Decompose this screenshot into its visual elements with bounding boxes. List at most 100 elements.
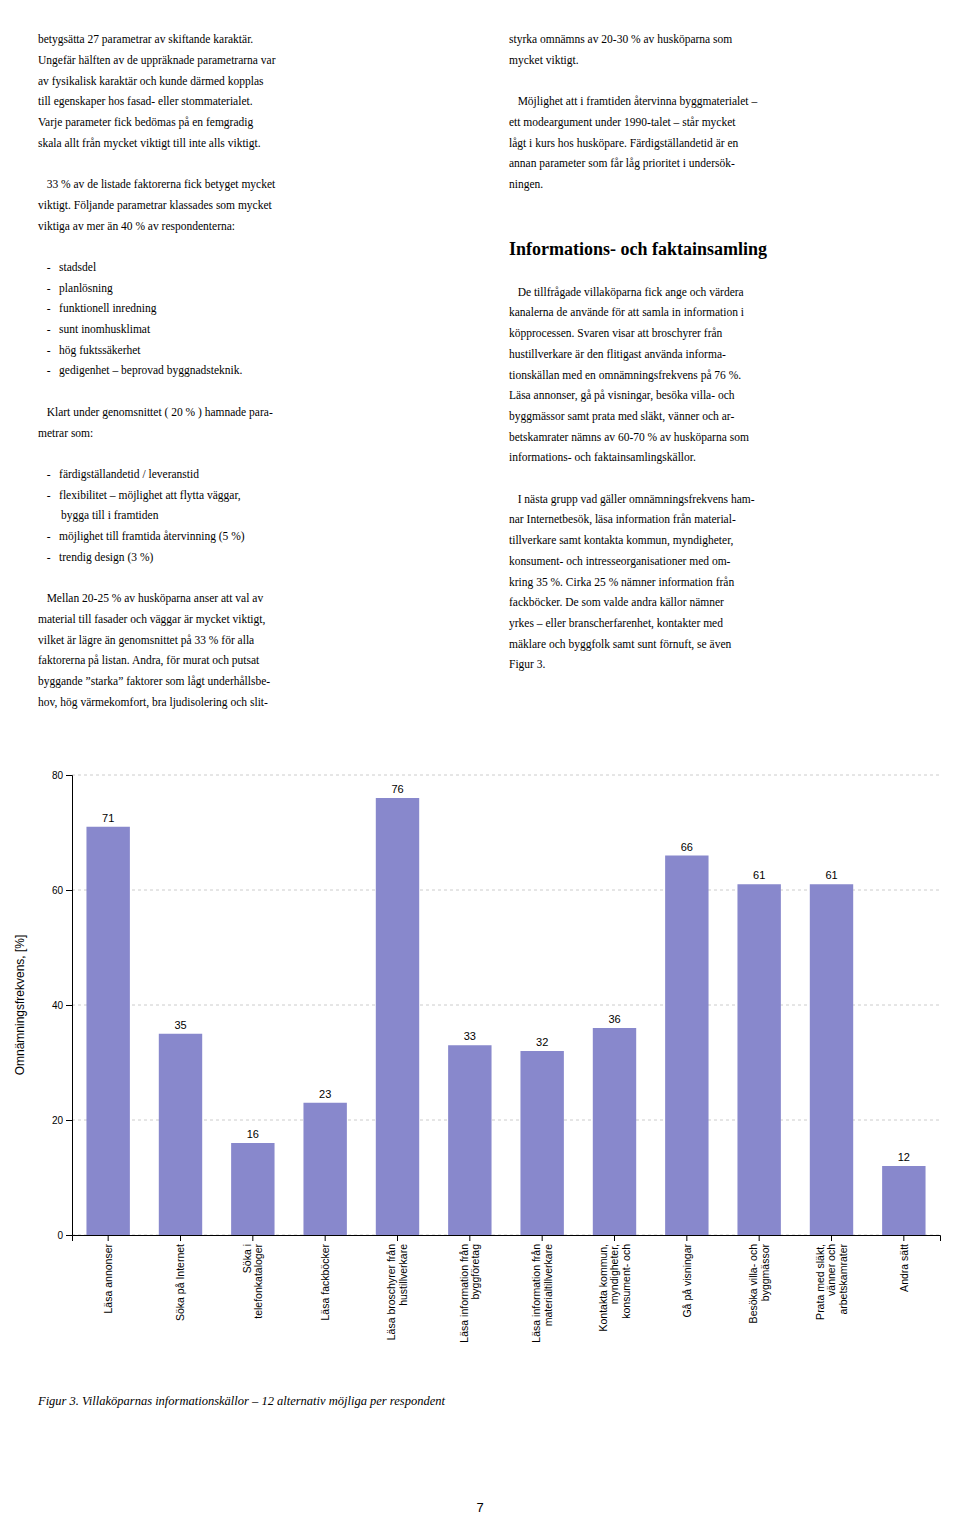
x-tick-mark [686, 1235, 687, 1241]
data-label: 71 [102, 812, 114, 824]
body-line: - funktionell inredning [38, 302, 157, 315]
data-label: 16 [247, 1128, 259, 1140]
body-line: fackböcker. De som valde andra källor nä… [509, 596, 724, 608]
x-tick-label-line: Kontakta kommun, [597, 1244, 609, 1332]
x-tick-label-line: Läsa information från [458, 1244, 470, 1343]
x-tick-label: Gå på visningar [681, 1244, 693, 1318]
x-tick-label: Prata med släkt,vänner ocharbetskamrater [814, 1243, 849, 1319]
x-tick-label: Andra sätt [898, 1244, 910, 1292]
body-line: betygsätta 27 parametrar av skiftande ka… [38, 33, 253, 46]
grid [72, 775, 940, 1235]
body-line: lågt i kurs hos husköpare. Färdigställan… [509, 137, 739, 150]
body-line: - trendig design (3 %) [38, 551, 153, 564]
body-line: - färdigställandetid / leveranstid [38, 468, 199, 481]
data-label: 35 [174, 1019, 186, 1031]
body-line: - möjlighet till framtida återvinning (5… [38, 530, 245, 543]
body-line: hustillverkare är den flitigast använda … [509, 348, 726, 361]
body-line: betskamrater nämns av 60-70 % av husköpa… [509, 431, 749, 444]
x-tick: Gå på visningar [681, 1235, 693, 1318]
y-axis-title: Omnämningsfrekvens, [%] [13, 935, 27, 1076]
x-tick-label: Kontakta kommun,myndigheter,konsument- o… [597, 1244, 632, 1332]
x-tick-mark [108, 1235, 109, 1241]
body-line: ningen. [509, 178, 543, 191]
body-line: av fysikalisk karaktär och kunde därmed … [38, 75, 264, 88]
x-tick: Läsa information frånbyggföretag [458, 1235, 482, 1343]
x-tick-label-line: Andra sätt [898, 1244, 910, 1292]
body-line: viktiga av mer än 40 % av respondenterna… [38, 220, 235, 233]
x-tick-mark [180, 1235, 181, 1241]
data-label: 61 [825, 869, 837, 881]
body-line: Mellan 20-25 % av huskö­parna anser att … [38, 592, 263, 605]
page-number: 7 [476, 1500, 483, 1515]
body-line: Ungefär hälften av de uppräknade paramet… [38, 54, 276, 67]
section-heading: Informations- och faktainsamling [509, 239, 767, 259]
x-tick-mark [325, 1235, 326, 1241]
bar [665, 856, 708, 1236]
x-tick-label-line: Besöka villa- och [747, 1244, 759, 1324]
x-tick-label-line: Prata med släkt, [814, 1244, 826, 1320]
x-axis: Läsa annonserSöka på InternetSöka itelef… [73, 1235, 941, 1343]
chart: 713516237633323666616112020406080Läsa an… [13, 770, 941, 1343]
y-tick-label: 60 [52, 885, 64, 896]
x-tick-label-line: Söka på Internet [174, 1244, 186, 1321]
x-tick-mark [542, 1235, 543, 1241]
x-tick: Läsa broschyrer frånhustillverkare [385, 1235, 409, 1340]
bar [448, 1045, 491, 1235]
body-line: 33 % av de listade faktorerna fick betyg… [38, 178, 276, 191]
y-tick-label: 20 [52, 1115, 64, 1126]
body-line: informations- och faktainsamlingskällor. [509, 451, 696, 464]
x-tick-label-line: Läsa information från [530, 1244, 542, 1343]
y-tick: 60 [52, 885, 72, 896]
bar [86, 827, 129, 1235]
body-line: Klart under genomsnittet ( 20 % ) hamnad… [38, 406, 273, 419]
y-tick-mark [66, 1005, 72, 1006]
x-tick-label-line: Söka i [241, 1244, 253, 1273]
x-tick-label-line: Läsa annonser [102, 1244, 114, 1314]
body-line: annan parameter som får låg prioritet i … [509, 157, 735, 170]
bar [737, 884, 780, 1235]
y-tick-mark [66, 1120, 72, 1121]
body-line: De tillfrågade villaköparna fick ange oc… [509, 286, 744, 299]
x-tick-label: Läsa annonser [102, 1244, 114, 1314]
page: betygsätta 27 parametrar av skiftande ka… [0, 0, 960, 1537]
x-tick: Andra sätt [898, 1235, 910, 1292]
body-line: hov, hög värmekomfort, bra ljudisolering… [38, 696, 268, 709]
bar [593, 1028, 636, 1235]
x-axis-line [73, 1236, 941, 1242]
x-tick-label: Besöka villa- ochbyggmässor [747, 1244, 771, 1324]
body-line: köpprocessen. Svaren visar att broschyre… [509, 327, 723, 340]
x-tick: Läsa information frånmaterialtillverkare [530, 1235, 554, 1343]
x-tick-label-line: Läsa fackböcker [319, 1244, 331, 1321]
body-line: I nästa grupp vad gäller omnämningsfrekv… [509, 493, 755, 506]
bar [520, 1051, 563, 1235]
x-tick-label-line: byggmässor [759, 1244, 771, 1302]
x-tick: Prata med släkt,vänner ocharbetskamrater [814, 1235, 849, 1320]
body-line: byggmässor samt prata med släkt, vänner … [509, 410, 734, 423]
text-column: De tillfrågade villaköparna fick ange oc… [509, 286, 755, 672]
y-tick: 80 [52, 770, 72, 781]
body-line: tillverkare samt kontakta kommun, myndig… [509, 534, 733, 547]
y-tick: 20 [52, 1115, 72, 1126]
text-column: betygsätta 27 parametrar av skiftande ka… [38, 33, 276, 708]
body-line: - hög fukts­säkerhet [38, 344, 141, 357]
x-tick-label-line: konsument- och [620, 1244, 632, 1319]
body-line: viktigt. Följande parametrar klassades s… [38, 199, 273, 212]
x-tick-label: Läsa information frånmaterialtillverkare [530, 1244, 554, 1343]
body-line: ett modeargument under 1990-talet – står… [509, 116, 736, 129]
body-line: byggande ”starka” faktorer som lågt unde… [38, 675, 270, 688]
body-line: tionskällan med en omnämningsfrekvens på… [509, 369, 741, 382]
body-line: vilket är lägre än genomsnittet på 33 % … [38, 634, 254, 647]
x-tick-label-line: vänner och [825, 1244, 837, 1296]
y-tick: 0 [57, 1230, 72, 1241]
data-labels: 713516237633323666616112 [102, 783, 910, 1163]
x-tick-label-line: arbetskamrater [837, 1243, 849, 1314]
data-label: 12 [898, 1151, 910, 1163]
body-line: Möjlighet att i framtiden återvinna bygg… [509, 95, 757, 108]
bar [882, 1166, 925, 1235]
x-tick-label-line: myndigheter, [608, 1244, 620, 1304]
y-tick-mark [66, 1235, 72, 1236]
grid-line [72, 775, 940, 776]
body-line: kring 35 %. Cirka 25 % nämner informatio… [509, 576, 734, 589]
data-label: 32 [536, 1036, 548, 1048]
body-line: yrkes – eller branscherfarenhet, kontakt… [509, 617, 723, 630]
